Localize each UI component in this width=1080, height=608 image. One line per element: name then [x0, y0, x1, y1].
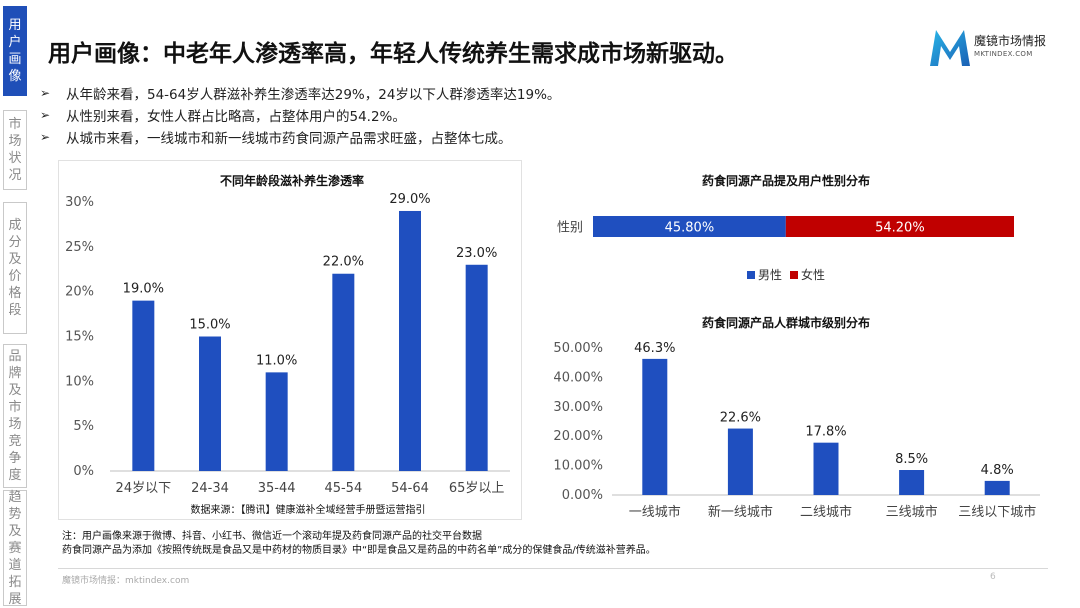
data-label: 22.6%	[720, 411, 761, 426]
gender-distribution-chart: 性别 45.80% 54.20%	[557, 216, 1014, 237]
bar	[132, 300, 155, 471]
logo-text: 魔镜市场情报	[974, 34, 1047, 48]
bar	[265, 372, 288, 471]
city-tier-chart: 0.00% 10.00% 20.00% 30.00% 40.00% 50.00% 46.3%…	[553, 341, 1040, 520]
gender-legend: 男性 女性	[747, 266, 825, 283]
x-tick-label: 新一线城市	[708, 504, 773, 520]
data-label: 11.0%	[256, 353, 297, 368]
bar	[199, 336, 221, 471]
data-label: 29.0%	[389, 192, 430, 207]
bullet-item: ➢ 从城市来看，一线城市和新一线城市药食同源产品需求旺盛，占整体七成。	[40, 130, 512, 147]
x-tick-label: 三线以下城市	[958, 504, 1036, 520]
y-tick-label: 40.00%	[553, 370, 603, 385]
bar	[899, 470, 925, 495]
y-tick-label: 20.00%	[553, 429, 603, 444]
bullet-item: ➢ 从年龄来看，54-64岁人群滋补养生渗透率达29%，24岁以下人群渗透率达19…	[40, 86, 561, 103]
x-tick-label: 35-44	[258, 481, 296, 496]
x-tick-label: 45-54	[324, 481, 362, 496]
x-tick-label: 24岁以下	[116, 481, 172, 496]
category-label: 性别	[557, 221, 583, 236]
data-label: 19.0%	[123, 282, 164, 297]
footer-source: 魔镜市场情报：mktindex.com	[62, 576, 190, 586]
data-label: 4.8%	[981, 463, 1014, 478]
tab-market-status[interactable]: 市场状况	[3, 110, 27, 190]
segment-label: 45.80%	[665, 221, 715, 236]
data-label: 8.5%	[895, 452, 928, 467]
bar	[332, 273, 355, 471]
tab-user-profile[interactable]: 用户画像	[3, 6, 27, 96]
legend-label-female: 女性	[801, 268, 826, 282]
x-tick-label: 一线城市	[629, 504, 681, 520]
chart-source: 数据来源：【腾讯】健康滋补全域经营手册暨运营指引	[191, 503, 426, 516]
tab-ingredients-price[interactable]: 成分及价格段	[3, 202, 27, 334]
data-label: 46.3%	[634, 341, 675, 356]
legend-swatch-female	[790, 270, 799, 279]
age-chart-frame	[58, 160, 522, 520]
x-tick-label: 三线城市	[886, 504, 938, 520]
legend-swatch-male	[747, 270, 755, 279]
arrow-icon: ➢	[40, 130, 51, 144]
y-tick-label: 50.00%	[553, 341, 603, 356]
footnote-line: 注：用户画像来源于微博、抖音、小红书、微信近一个滚动年提及药食同源产品的社交平台…	[62, 531, 482, 542]
data-label: 23.0%	[456, 246, 497, 261]
stacked-segment	[593, 216, 786, 237]
footnote-line: 药食同源产品为添加《按照传统既是食品又是中药材的物质目录》中“即是食品又是药品的…	[62, 545, 656, 556]
age-penetration-chart: 0% 5% 10% 15% 20% 25% 30% 19.0% 24岁以下 15.0% 24-34 1…	[65, 192, 510, 516]
y-tick-label: 0.00%	[562, 488, 603, 503]
brand-logo: 魔镜市场情报 MKTINDEX.COM	[928, 28, 1048, 68]
data-label: 22.0%	[323, 255, 364, 270]
summary-bullets: ➢ 从年龄来看，54-64岁人群滋补养生渗透率达29%，24岁以下人群渗透率达19…	[40, 82, 560, 148]
age-chart-title: 不同年龄段滋补养生渗透率	[219, 174, 365, 188]
y-tick-label: 10%	[65, 374, 94, 389]
y-tick-label: 0%	[73, 464, 94, 479]
segment-label: 54.20%	[875, 221, 925, 236]
x-tick-label: 24-34	[191, 481, 229, 496]
y-tick-label: 10.00%	[553, 459, 603, 474]
y-tick-label: 30%	[65, 195, 94, 210]
x-tick-label: 二线城市	[800, 504, 852, 520]
logo-subtext: MKTINDEX.COM	[974, 50, 1033, 58]
city-chart-title: 药食同源产品人群城市级别分布	[701, 316, 871, 330]
page-number: 6	[990, 572, 996, 582]
y-tick-label: 25%	[65, 240, 94, 255]
data-label: 15.0%	[189, 318, 230, 333]
footnotes: 注：用户画像来源于微博、抖音、小红书、微信近一个滚动年提及药食同源产品的社交平台…	[62, 530, 656, 558]
arrow-icon: ➢	[40, 86, 51, 100]
stacked-segment	[785, 216, 1014, 237]
bar	[642, 358, 668, 495]
footer-divider	[58, 568, 1048, 569]
y-tick-label: 5%	[73, 419, 94, 434]
bullet-item: ➢ 从性别来看，女性人群占比略高，占整体用户的54.2%。	[40, 108, 406, 125]
tab-trends[interactable]: 趋势及赛道拓展	[3, 490, 27, 607]
gender-chart-title: 药食同源产品提及用户性别分布	[701, 174, 871, 188]
page-title: 用户画像：中老年人渗透率高，年轻人传统养生需求成市场新驱动。	[48, 41, 738, 67]
arrow-icon: ➢	[40, 108, 51, 122]
y-tick-label: 30.00%	[553, 400, 603, 415]
legend-label-male: 男性	[758, 268, 783, 282]
y-tick-label: 15%	[65, 330, 94, 345]
tab-brand-competition[interactable]: 品牌及市场竞争度	[3, 344, 27, 488]
logo-mark-icon	[930, 30, 970, 66]
bar	[984, 480, 1010, 495]
bar	[813, 442, 839, 495]
data-label: 17.8%	[805, 425, 846, 440]
bar	[399, 210, 421, 471]
x-tick-label: 54-64	[391, 481, 429, 496]
y-tick-label: 20%	[65, 285, 94, 300]
bar	[465, 264, 488, 471]
x-tick-label: 65岁以上	[449, 481, 505, 496]
bar	[727, 428, 753, 495]
